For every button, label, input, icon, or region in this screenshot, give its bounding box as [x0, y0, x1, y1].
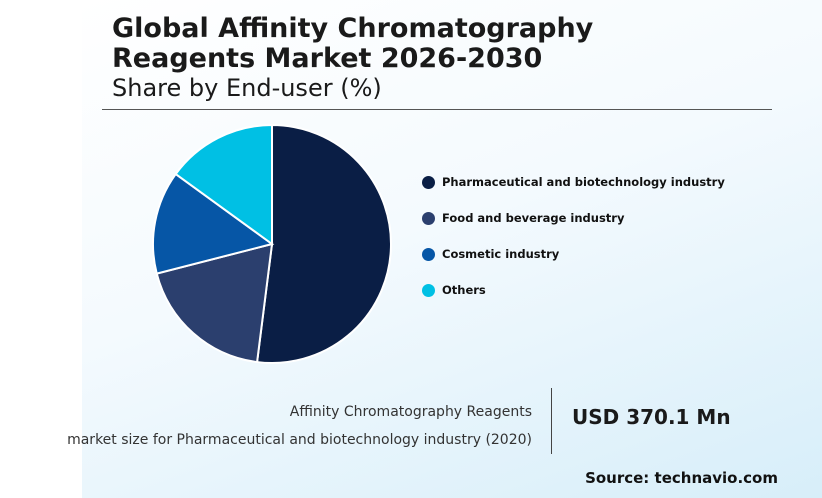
chart-subtitle: Share by End-user (%) [112, 74, 382, 102]
legend-swatch [422, 211, 435, 225]
title-divider [102, 109, 772, 110]
pie-chart [152, 123, 392, 364]
legend-item-pharmaceutical-and-biotechnology-industry: Pharmaceutical and biotechnology industr… [422, 172, 725, 192]
legend-item-food-and-beverage-industry: Food and beverage industry [422, 208, 725, 228]
source-note: Source: technavio.com [585, 469, 778, 487]
pie-slice-cosmetic-industry [152, 172, 275, 275]
market-size-label: Affinity Chromatography Reagents market … [67, 398, 532, 454]
market-size-value: USD 370.1 Mn [572, 405, 731, 429]
market-size-label-line-2: market size for Pharmaceutical and biote… [67, 432, 532, 448]
header: Global Affinity Chromatography Reagents … [112, 13, 792, 103]
footer-divider [551, 388, 552, 454]
chart-title-line-2: Reagents Market 2026-2030 [112, 43, 543, 74]
chart-title-line-1: Global Affinity Chromatography [112, 13, 594, 44]
pie-slice-food-and-beverage-industry [155, 242, 274, 364]
legend-item-cosmetic-industry: Cosmetic industry [422, 244, 725, 264]
pie-slice-others [174, 123, 273, 246]
legend-item-others: Others [422, 280, 725, 300]
legend-label: Food and beverage industry [442, 211, 625, 225]
legend-label: Pharmaceutical and biotechnology industr… [442, 175, 725, 189]
legend-label: Cosmetic industry [442, 247, 560, 261]
legend-swatch [422, 175, 435, 189]
legend-swatch [422, 283, 435, 297]
legend-swatch [422, 247, 435, 261]
market-size-label-line-1: Affinity Chromatography Reagents [289, 404, 532, 420]
chart-legend: Pharmaceutical and biotechnology industr… [422, 172, 725, 316]
legend-label: Others [442, 283, 486, 297]
pie-slice-pharmaceutical-and-biotechnology-industry [255, 123, 392, 364]
